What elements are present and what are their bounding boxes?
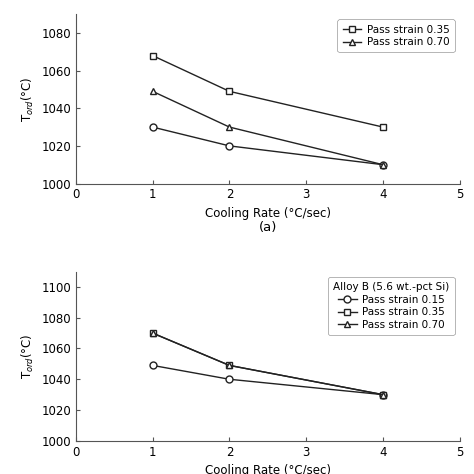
Pass strain 0.35 [150, 53, 155, 58]
Line: Pass strain 0.70: Pass strain 0.70 [149, 329, 386, 398]
Line: Pass strain 0.35: Pass strain 0.35 [149, 329, 386, 398]
X-axis label: Cooling Rate (°C/sec): Cooling Rate (°C/sec) [205, 207, 331, 220]
Legend: Pass strain 0.15, Pass strain 0.35, Pass strain 0.70: Pass strain 0.15, Pass strain 0.35, Pass… [328, 277, 455, 335]
Pass strain 0.70 [380, 162, 386, 167]
Pass strain 0.70 [227, 363, 232, 368]
Pass strain 0.70 [380, 392, 386, 398]
Pass strain 0.15 [227, 143, 232, 149]
Line: Pass strain 0.70: Pass strain 0.70 [149, 88, 386, 168]
Legend: Pass strain 0.35, Pass strain 0.70: Pass strain 0.35, Pass strain 0.70 [337, 19, 455, 53]
Pass strain 0.15 [150, 363, 155, 368]
Pass strain 0.35 [227, 363, 232, 368]
Pass strain 0.70 [150, 89, 155, 94]
Pass strain 0.35 [227, 89, 232, 94]
Pass strain 0.35 [150, 330, 155, 336]
Pass strain 0.35 [380, 124, 386, 130]
Pass strain 0.15 [380, 392, 386, 398]
Pass strain 0.15 [150, 124, 155, 130]
Line: Pass strain 0.15: Pass strain 0.15 [149, 124, 386, 168]
X-axis label: Cooling Rate (°C/sec): Cooling Rate (°C/sec) [205, 464, 331, 474]
Pass strain 0.70 [150, 330, 155, 336]
Pass strain 0.70 [227, 124, 232, 130]
Pass strain 0.35 [380, 392, 386, 398]
Pass strain 0.15 [380, 162, 386, 167]
Pass strain 0.15 [227, 376, 232, 382]
Line: Pass strain 0.35: Pass strain 0.35 [149, 52, 386, 130]
Line: Pass strain 0.15: Pass strain 0.15 [149, 362, 386, 398]
Y-axis label: T$_{ord}$(°C): T$_{ord}$(°C) [19, 76, 36, 122]
Text: (a): (a) [259, 221, 277, 234]
Y-axis label: T$_{ord}$(°C): T$_{ord}$(°C) [19, 333, 36, 379]
